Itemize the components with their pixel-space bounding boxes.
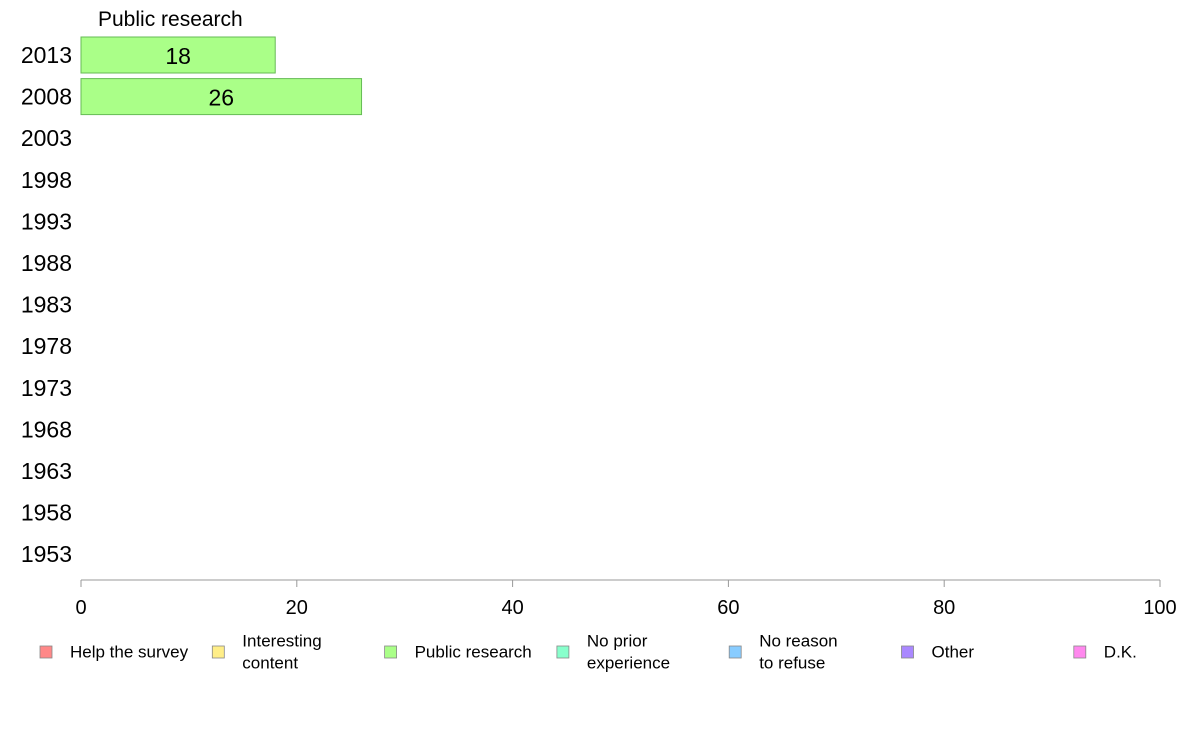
bar-2013 — [80, 36, 276, 74]
legend-swatch-1 — [211, 645, 225, 659]
y-tick-label-1963: 1963 — [21, 458, 72, 484]
x-tick-label-60: 60 — [717, 597, 739, 619]
y-tick-label-2003: 2003 — [21, 125, 72, 151]
y-tick-label-1968: 1968 — [21, 416, 72, 442]
legend-label-1-1: content — [242, 654, 298, 673]
legend-swatch-3 — [556, 645, 570, 659]
y-tick-label-1993: 1993 — [21, 208, 72, 234]
legend-swatch-2 — [384, 645, 398, 659]
legend-label-2-0: Public research — [415, 643, 532, 662]
bar-2008 — [80, 78, 363, 116]
series-title: Public research — [98, 8, 243, 31]
x-tick-label-0: 0 — [75, 597, 86, 619]
legend-label-4-0: No reason — [759, 632, 837, 651]
y-tick-label-2013: 2013 — [21, 42, 72, 68]
legend-label-6-0: D.K. — [1104, 643, 1137, 662]
y-tick-label-1998: 1998 — [21, 167, 72, 193]
y-axis-labels: 2013 2008 2003 1998 1993 1988 1983 1978 1973 1968… — [21, 42, 72, 567]
x-axis: 0 20 40 60 80 100 — [75, 579, 1177, 619]
legend-swatch-0 — [39, 645, 53, 659]
x-tick-label-100: 100 — [1143, 597, 1176, 619]
y-tick-label-1983: 1983 — [21, 292, 72, 318]
legend-label-0-0: Help the survey — [70, 643, 189, 662]
y-tick-label-1953: 1953 — [21, 541, 72, 567]
legend-label-4-1: to refuse — [759, 654, 825, 673]
legend-label-1-0: Interesting — [242, 632, 321, 651]
x-tick-label-80: 80 — [933, 597, 955, 619]
y-tick-label-1958: 1958 — [21, 500, 72, 526]
legend-swatch-4 — [728, 645, 742, 659]
legend: Help the survey Interesting content Public … — [39, 632, 1137, 673]
bar-label-2008: 26 — [208, 85, 234, 111]
x-tick-label-20: 20 — [286, 597, 308, 619]
legend-swatch-5 — [901, 645, 914, 659]
legend-label-5-0: Other — [932, 643, 975, 662]
x-tick-label-40: 40 — [501, 597, 523, 619]
y-tick-label-1988: 1988 — [21, 250, 72, 276]
bar-label-2013: 18 — [165, 43, 191, 69]
legend-swatch-6 — [1073, 645, 1087, 659]
y-tick-label-1973: 1973 — [21, 375, 72, 401]
legend-label-3-0: No prior — [587, 632, 648, 651]
legend-label-3-1: experience — [587, 654, 670, 673]
y-tick-label-1978: 1978 — [21, 333, 72, 359]
y-tick-label-2008: 2008 — [21, 84, 72, 110]
